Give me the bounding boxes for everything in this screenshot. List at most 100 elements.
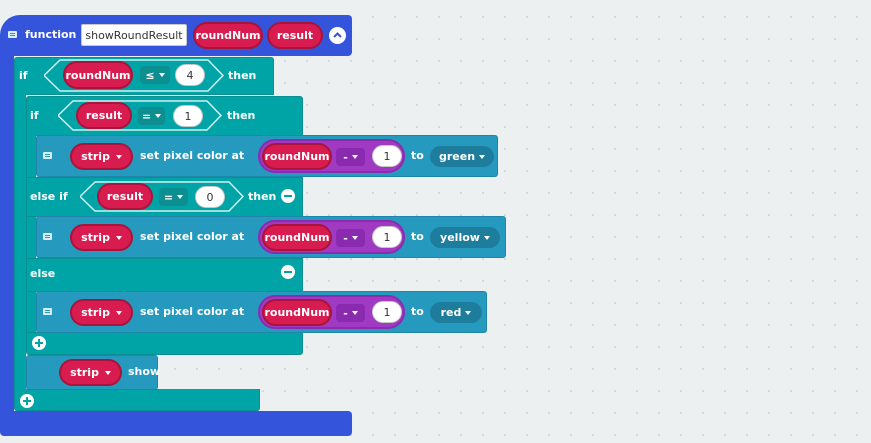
comment-icon[interactable] (8, 31, 17, 38)
operator-label: = (163, 190, 174, 204)
dropdown-caret-icon (351, 311, 358, 315)
value-text: 1 (184, 109, 192, 123)
add-icon[interactable] (20, 394, 34, 408)
function-block-spine (0, 55, 14, 413)
dropdown-caret-icon (115, 235, 122, 240)
strip-dropdown[interactable]: strip (59, 359, 122, 386)
comment-icon[interactable] (43, 308, 52, 315)
operator-dropdown[interactable]: - (336, 229, 365, 247)
dropdown-caret-icon (155, 114, 162, 118)
add-icon[interactable] (32, 336, 46, 350)
else-if-keyword: else if (30, 190, 68, 203)
operator-label: - (343, 306, 348, 320)
if-keyword: if (30, 109, 39, 122)
inner-if-spine (26, 135, 36, 333)
value-input[interactable]: 1 (372, 226, 402, 248)
operator-dropdown[interactable]: = (138, 107, 165, 125)
var-label: result (106, 190, 144, 203)
value-input[interactable]: 0 (195, 186, 225, 208)
operator-label: - (343, 150, 348, 164)
to-label: to (411, 230, 424, 243)
function-name-field[interactable]: showRoundResult (81, 24, 187, 46)
strip-label: strip (81, 150, 110, 163)
remove-icon[interactable] (281, 189, 295, 203)
value-text: 1 (383, 230, 391, 244)
strip-label: strip (70, 366, 99, 379)
remove-icon[interactable] (281, 265, 295, 279)
dropdown-caret-icon (115, 154, 122, 159)
dropdown-caret-icon (158, 73, 165, 77)
param-result[interactable]: result (267, 22, 323, 49)
dropdown-caret-icon (465, 310, 472, 315)
param-label: result (276, 29, 314, 42)
then-keyword: then (228, 69, 257, 82)
var-result[interactable]: result (76, 102, 132, 129)
dropdown-caret-icon (483, 235, 490, 240)
show-label: show (128, 365, 161, 378)
outer-if-spine (14, 94, 26, 391)
var-label: result (85, 109, 123, 122)
color-label: green (438, 150, 476, 163)
operator-dropdown[interactable]: ≤ (140, 66, 170, 84)
then-keyword: then (248, 190, 277, 203)
var-roundnum[interactable]: roundNum (262, 299, 332, 326)
to-label: to (411, 149, 424, 162)
inner-else-row (26, 258, 303, 292)
var-label: roundNum (65, 68, 131, 82)
value-input[interactable]: 1 (173, 105, 203, 127)
operator-label: = (141, 109, 152, 123)
color-dropdown[interactable]: green (430, 146, 494, 167)
then-keyword: then (227, 109, 256, 122)
param-roundnum[interactable]: roundNum (193, 22, 263, 49)
value-input[interactable]: 4 (175, 64, 205, 86)
var-roundnum[interactable]: roundNum (262, 143, 332, 170)
set-pixel-label: set pixel color at (140, 305, 245, 318)
value-input[interactable]: 1 (372, 145, 402, 167)
color-label: red (440, 306, 462, 319)
strip-label: strip (81, 306, 110, 319)
operator-label: ≤ (145, 68, 155, 82)
dropdown-caret-icon (351, 236, 358, 240)
value-text: 0 (206, 190, 214, 204)
color-dropdown[interactable]: red (430, 302, 482, 323)
color-label: yellow (440, 231, 480, 244)
var-label: roundNum (264, 231, 330, 244)
function-block-footer (0, 411, 352, 436)
param-label: roundNum (195, 29, 261, 42)
value-text: 4 (186, 68, 194, 82)
color-dropdown[interactable]: yellow (430, 227, 500, 248)
if-keyword: if (19, 69, 28, 82)
strip-label: strip (81, 231, 110, 244)
else-keyword: else (30, 267, 56, 280)
function-keyword: function (25, 28, 77, 41)
var-label: roundNum (264, 306, 330, 319)
var-roundnum[interactable]: roundNum (63, 61, 133, 89)
operator-label: - (343, 231, 348, 245)
outer-if-footer (14, 389, 260, 411)
dropdown-caret-icon (115, 310, 122, 315)
var-result[interactable]: result (97, 183, 153, 210)
value-input[interactable]: 1 (372, 301, 402, 323)
dropdown-caret-icon (351, 155, 358, 159)
value-text: 1 (383, 305, 391, 319)
dropdown-caret-icon (479, 154, 486, 159)
inner-if-footer (26, 332, 303, 355)
strip-dropdown[interactable]: strip (70, 143, 133, 170)
operator-dropdown[interactable]: = (159, 188, 188, 206)
operator-dropdown[interactable]: - (336, 148, 365, 166)
var-roundnum[interactable]: roundNum (262, 224, 332, 251)
strip-dropdown[interactable]: strip (70, 224, 133, 251)
collapse-icon[interactable] (329, 27, 346, 44)
function-name-text: showRoundResult (85, 28, 183, 42)
var-label: roundNum (264, 150, 330, 163)
strip-dropdown[interactable]: strip (70, 299, 133, 326)
value-text: 1 (383, 149, 391, 163)
operator-dropdown[interactable]: - (336, 304, 365, 322)
dropdown-caret-icon (104, 370, 111, 375)
set-pixel-label: set pixel color at (140, 149, 245, 162)
comment-icon[interactable] (43, 152, 52, 159)
comment-icon[interactable] (43, 233, 52, 240)
set-pixel-label: set pixel color at (140, 230, 245, 243)
dropdown-caret-icon (177, 195, 184, 199)
to-label: to (411, 305, 424, 318)
